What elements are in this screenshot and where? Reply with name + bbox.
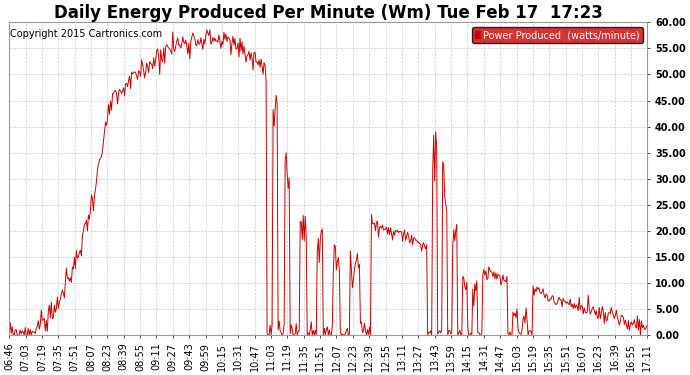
Legend: Power Produced  (watts/minute): Power Produced (watts/minute) <box>473 27 642 43</box>
Title: Daily Energy Produced Per Minute (Wm) Tue Feb 17  17:23: Daily Energy Produced Per Minute (Wm) Tu… <box>54 4 603 22</box>
Text: Copyright 2015 Cartronics.com: Copyright 2015 Cartronics.com <box>10 28 162 39</box>
